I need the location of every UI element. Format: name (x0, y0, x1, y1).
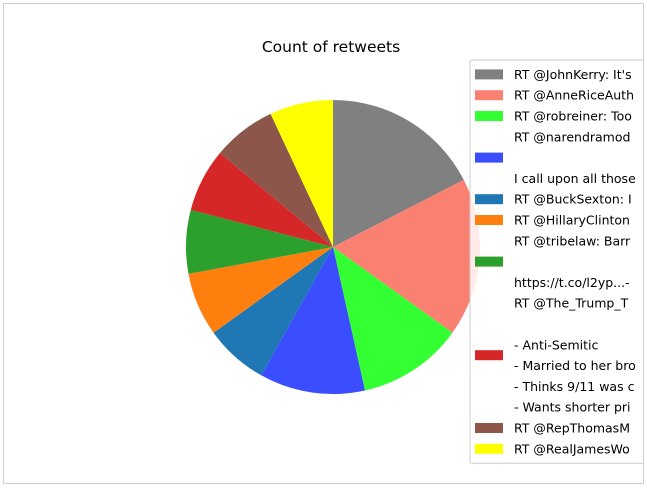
legend-swatch-8 (475, 423, 503, 433)
legend-label-6-0: RT @tribelaw: Barr (514, 233, 631, 248)
legend-label-1-0: RT @AnneRiceAuth (514, 88, 634, 103)
pie-slice-8 (219, 113, 333, 247)
pie-slices (185, 99, 481, 395)
chart-window: Count of retweets RT @JohnKerry: It's RT … (3, 3, 644, 484)
chart-title: Count of retweets (262, 38, 400, 56)
pie-slice-7 (190, 153, 333, 247)
legend-box (469, 59, 643, 464)
pie-slice-9 (270, 100, 333, 247)
legend-label-7-0: RT @The_Trump_T (514, 296, 629, 311)
pie-slice-5 (188, 247, 333, 333)
pie-slice-1 (333, 179, 481, 333)
pie-slice-2 (333, 247, 453, 391)
legend-label-3-0: RT @narendramod (514, 129, 630, 144)
legend-label-7-3: - Married to her bro (514, 358, 636, 373)
legend-swatch-3 (475, 152, 503, 163)
legend-label-9-0: RT @RealJamesWo (514, 441, 630, 456)
legend-swatch-4 (475, 194, 503, 205)
legend: RT @JohnKerry: It's RT @AnneRiceAuth RT @r… (469, 59, 643, 464)
legend-swatch-2 (475, 111, 503, 121)
legend-swatch-0 (475, 69, 503, 80)
legend-label-7-4: - Thinks 9/11 was c (514, 379, 635, 394)
pie-chart: Count of retweets RT @JohnKerry: It'sRT … (185, 38, 643, 464)
legend-label-5-0: RT @HillaryClinton (514, 213, 630, 228)
legend-swatch-1 (475, 90, 503, 101)
pie-slice-3 (261, 247, 365, 395)
legend-label-7-5: - Wants shorter pri (514, 400, 631, 415)
legend-label-6-2: https://t.co/l2yp...- (514, 275, 630, 290)
pie-slice-0 (333, 99, 464, 247)
pie-slice-6 (185, 209, 333, 274)
legend-label-7-2: - Anti-Semitic (514, 337, 598, 352)
legend-swatch-5 (475, 215, 503, 225)
legend-swatch-7 (475, 350, 503, 361)
legend-label-0-0: RT @JohnKerry: It's (514, 67, 632, 82)
legend-label-2-0: RT @robreiner: Too (514, 109, 632, 124)
legend-label-4-0: RT @BuckSexton: I (514, 192, 632, 207)
legend-swatch-6 (475, 256, 503, 267)
pie-slice-4 (213, 247, 333, 376)
legend-label-8-0: RT @RepThomasM (514, 421, 630, 436)
legend-swatch-9 (475, 443, 503, 454)
legend-label-3-2: I call upon all those (514, 171, 636, 186)
